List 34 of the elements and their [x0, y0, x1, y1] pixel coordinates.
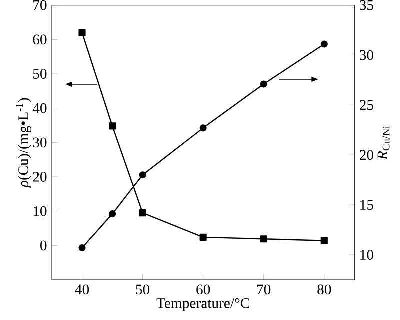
point — [260, 80, 268, 88]
point — [109, 122, 116, 130]
y2-tick-label: 30 — [360, 50, 374, 60]
y2-tick-label: 15 — [360, 200, 374, 210]
point — [200, 234, 207, 241]
y-tick-label: 70 — [34, 0, 47, 10]
y2-tick-label: 10 — [360, 250, 374, 260]
point — [78, 29, 86, 36]
y2-tick-label: 35 — [360, 0, 374, 10]
point — [320, 40, 328, 48]
y-axis-title: ρ(Cu)/(mg•L$^{-1}$) — [16, 98, 32, 188]
y2-tick-label: 25 — [360, 100, 374, 110]
x-tick-label: 50 — [136, 284, 150, 295]
y-tick-label: 0 — [40, 240, 47, 251]
y-tick-label: 30 — [33, 138, 47, 148]
point — [139, 172, 146, 179]
point — [109, 210, 116, 218]
point — [260, 236, 268, 243]
point — [78, 244, 86, 252]
x-tick-label: 40 — [75, 284, 90, 295]
y-tick-label: 60 — [33, 34, 47, 45]
y-tick-label: 50 — [33, 69, 47, 79]
x-tick-label: 80 — [318, 284, 332, 295]
x-axis-title: Temperature/°C — [156, 298, 250, 312]
x-tick-label: 60 — [196, 284, 210, 295]
y-tick-label: 10 — [34, 206, 47, 216]
y-tick-label: 40 — [32, 103, 47, 114]
point — [139, 210, 146, 217]
x-tick-label: 70 — [257, 284, 271, 295]
point — [200, 124, 207, 132]
y2-axis-title: R$_{Cu/Ni}$ — [378, 126, 390, 160]
y2-tick-label: 20 — [360, 150, 374, 160]
y-tick-label: 20 — [33, 172, 47, 182]
point — [320, 237, 328, 244]
